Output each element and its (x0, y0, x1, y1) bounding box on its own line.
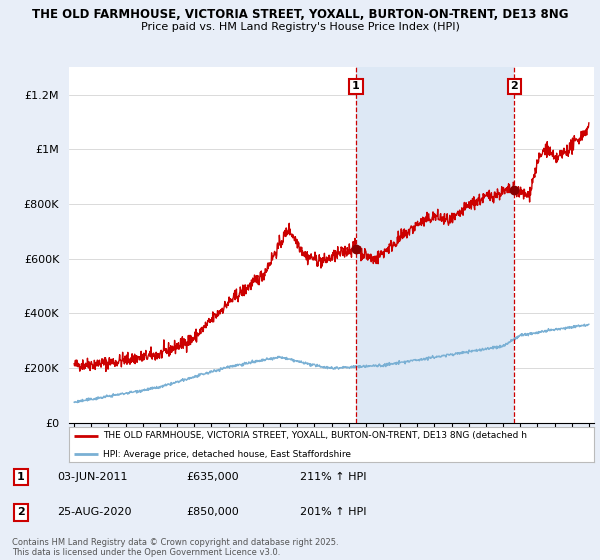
Text: 1: 1 (17, 472, 25, 482)
Text: Price paid vs. HM Land Registry's House Price Index (HPI): Price paid vs. HM Land Registry's House … (140, 22, 460, 32)
Text: THE OLD FARMHOUSE, VICTORIA STREET, YOXALL, BURTON-ON-TRENT, DE13 8NG (detached : THE OLD FARMHOUSE, VICTORIA STREET, YOXA… (103, 431, 527, 441)
Bar (356, 67, 514, 423)
Text: 03-JUN-2011: 03-JUN-2011 (57, 472, 128, 482)
Text: 211% ↑ HPI: 211% ↑ HPI (300, 472, 367, 482)
Text: £635,000: £635,000 (186, 472, 239, 482)
Text: 2: 2 (17, 507, 25, 517)
Text: £850,000: £850,000 (186, 507, 239, 517)
Text: 25-AUG-2020: 25-AUG-2020 (57, 507, 131, 517)
Text: Contains HM Land Registry data © Crown copyright and database right 2025.
This d: Contains HM Land Registry data © Crown c… (12, 538, 338, 557)
Text: 2: 2 (511, 81, 518, 91)
Text: THE OLD FARMHOUSE, VICTORIA STREET, YOXALL, BURTON-ON-TRENT, DE13 8NG: THE OLD FARMHOUSE, VICTORIA STREET, YOXA… (32, 8, 568, 21)
Text: 201% ↑ HPI: 201% ↑ HPI (300, 507, 367, 517)
Text: 1: 1 (352, 81, 360, 91)
Text: HPI: Average price, detached house, East Staffordshire: HPI: Average price, detached house, East… (103, 450, 351, 459)
